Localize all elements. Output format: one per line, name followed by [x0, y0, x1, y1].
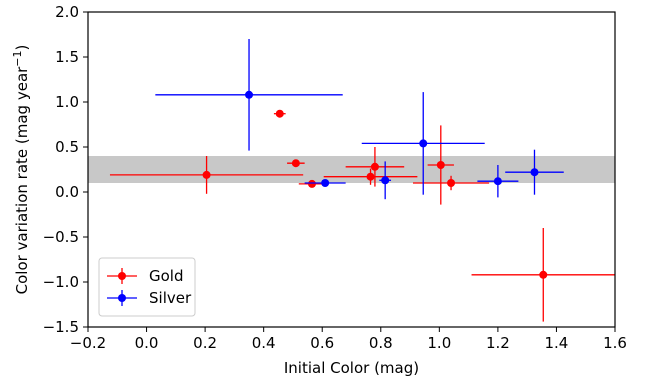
- x-tick-label: 0.4: [252, 334, 276, 352]
- x-tick-label: 1.2: [486, 334, 510, 352]
- y-tick-label: −1.5: [43, 318, 79, 336]
- y-axis-label-main: Color variation rate (mag year: [13, 66, 31, 295]
- series-silver: [155, 39, 564, 200]
- data-point: [307, 179, 316, 188]
- y-tick-label: −0.5: [43, 228, 79, 246]
- legend-marker-dot: [118, 294, 126, 302]
- x-tick-label: 0.0: [135, 334, 159, 352]
- legend: Gold Silver: [98, 257, 196, 317]
- data-point: [245, 90, 254, 99]
- y-tick-label: 0.0: [55, 183, 79, 201]
- shaded-band: [88, 156, 615, 183]
- data-point: [291, 159, 300, 168]
- data-point: [202, 170, 211, 179]
- y-axis-ticks: −1.5 −1.0 −0.5 0.0 0.5 1.0 1.5 2.0: [43, 3, 88, 336]
- x-tick-label: 1.6: [603, 334, 627, 352]
- x-tick-label: 1.4: [545, 334, 569, 352]
- data-point: [419, 139, 428, 148]
- data-point: [447, 179, 456, 187]
- y-tick-label: 0.5: [55, 138, 79, 156]
- y-tick-label: −1.0: [43, 273, 79, 291]
- y-tick-label: 1.5: [55, 48, 79, 66]
- data-point: [321, 179, 330, 187]
- data-point: [493, 177, 502, 186]
- data-point: [381, 176, 390, 185]
- data-point: [370, 162, 379, 171]
- x-axis-label: Initial Color (mag): [284, 359, 419, 377]
- x-tick-label: 0.8: [369, 334, 393, 352]
- data-point: [366, 172, 375, 181]
- x-axis-ticks: −0.2 0.0 0.2 0.4 0.6 0.8 1.0 1.2 1.4 1.6: [70, 327, 627, 352]
- data-point: [539, 270, 548, 279]
- legend-entry-gold: Gold: [107, 267, 184, 285]
- shaded-band-layer: [88, 156, 615, 183]
- y-axis-label-close: ): [13, 45, 31, 51]
- plot-frame: [87, 11, 616, 328]
- series-gold: [109, 109, 615, 322]
- x-tick-label: 1.0: [427, 334, 451, 352]
- data-point: [436, 161, 445, 169]
- y-axis-label-superscript: −1: [11, 50, 24, 66]
- data-point: [530, 168, 539, 177]
- y-axis-label: Color variation rate (mag year−1): [11, 45, 31, 295]
- x-tick-label: −0.2: [70, 334, 106, 352]
- data-point: [275, 109, 284, 118]
- legend-label: Gold: [149, 267, 184, 285]
- y-tick-label: 1.0: [55, 93, 79, 111]
- x-tick-label: 0.6: [310, 334, 334, 352]
- y-tick-label: 2.0: [55, 3, 79, 21]
- x-tick-label: 0.2: [193, 334, 217, 352]
- legend-entry-silver: Silver: [107, 289, 192, 307]
- series-layer: [109, 39, 615, 322]
- legend-label: Silver: [149, 289, 192, 307]
- legend-marker-dot: [118, 272, 126, 280]
